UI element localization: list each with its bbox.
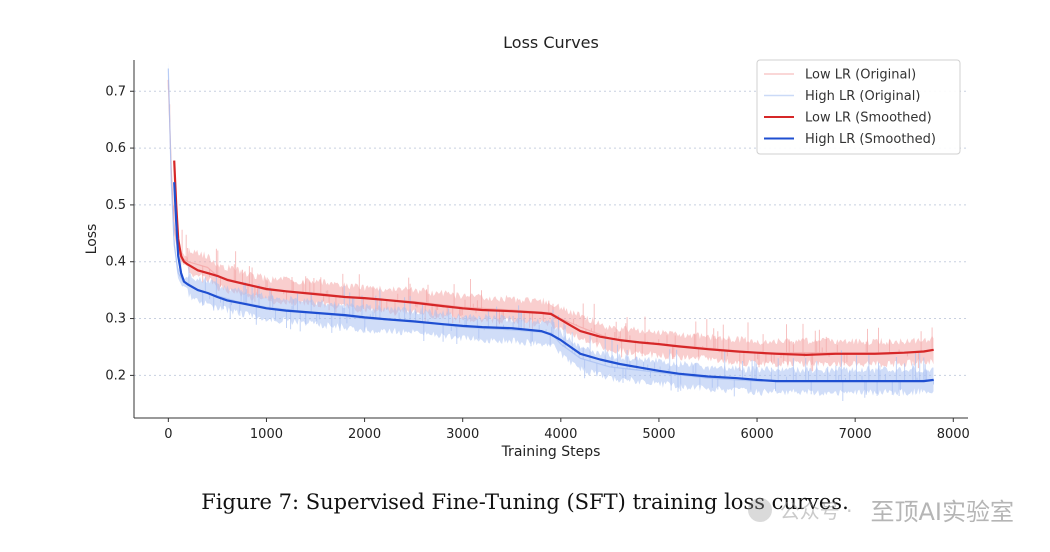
x-tick-label: 8000 — [937, 427, 970, 442]
y-tick-label: 0.3 — [105, 312, 126, 327]
x-tick-label: 3000 — [446, 427, 479, 442]
legend-label-low-lr-smoothed: Low LR (Smoothed) — [805, 111, 932, 126]
x-axis-label: Training Steps — [501, 444, 601, 460]
x-tick-label: 6000 — [741, 427, 774, 442]
legend-label-high-lr-smoothed: High LR (Smoothed) — [805, 132, 936, 147]
x-ticks: 0 1000 2000 3000 4000 5000 6000 7000 8000 — [164, 418, 970, 442]
x-tick-label: 0 — [164, 427, 172, 442]
wechat-icon — [747, 497, 772, 522]
y-tick-label: 0.4 — [105, 255, 126, 270]
watermark-text: 至顶AI实验室 — [870, 498, 1015, 526]
y-ticks: 0.2 0.3 0.4 0.5 0.6 0.7 — [105, 84, 134, 383]
watermark: 公众号 · 至顶AI实验室 — [747, 492, 1015, 527]
y-tick-label: 0.6 — [105, 141, 126, 156]
legend-label-high-lr-original: High LR (Original) — [805, 89, 920, 104]
series-high-lr-smoothed — [173, 182, 934, 383]
smoothed-series-lines — [173, 160, 934, 383]
axes — [133, 60, 968, 419]
legend-label-low-lr-original: Low LR (Original) — [805, 68, 916, 83]
x-tick-label: 7000 — [839, 427, 872, 442]
chart-title: Loss Curves — [503, 33, 599, 52]
figure-caption: Figure 7: Supervised Fine-Tuning (SFT) t… — [201, 490, 849, 514]
legend-box — [756, 59, 961, 155]
series-low-lr-smoothed — [173, 160, 934, 356]
x-tick-label: 4000 — [544, 427, 577, 442]
watermark-sub: 公众号 · — [779, 499, 853, 523]
y-tick-label: 0.2 — [105, 368, 126, 383]
legend: Low LR (Original) High LR (Original) Low L… — [756, 59, 961, 155]
y-tick-label: 0.5 — [105, 198, 126, 213]
y-axis-label: Loss — [84, 224, 100, 255]
y-tick-label: 0.7 — [105, 84, 126, 99]
loss-chart: 0 1000 2000 3000 4000 5000 6000 7000 8000 0.2 0.3… — [84, 33, 970, 460]
raw-band-high-lr-original — [168, 61, 934, 396]
x-tick-label: 1000 — [250, 427, 283, 442]
x-tick-label: 2000 — [348, 427, 381, 442]
x-tick-label: 5000 — [642, 427, 675, 442]
